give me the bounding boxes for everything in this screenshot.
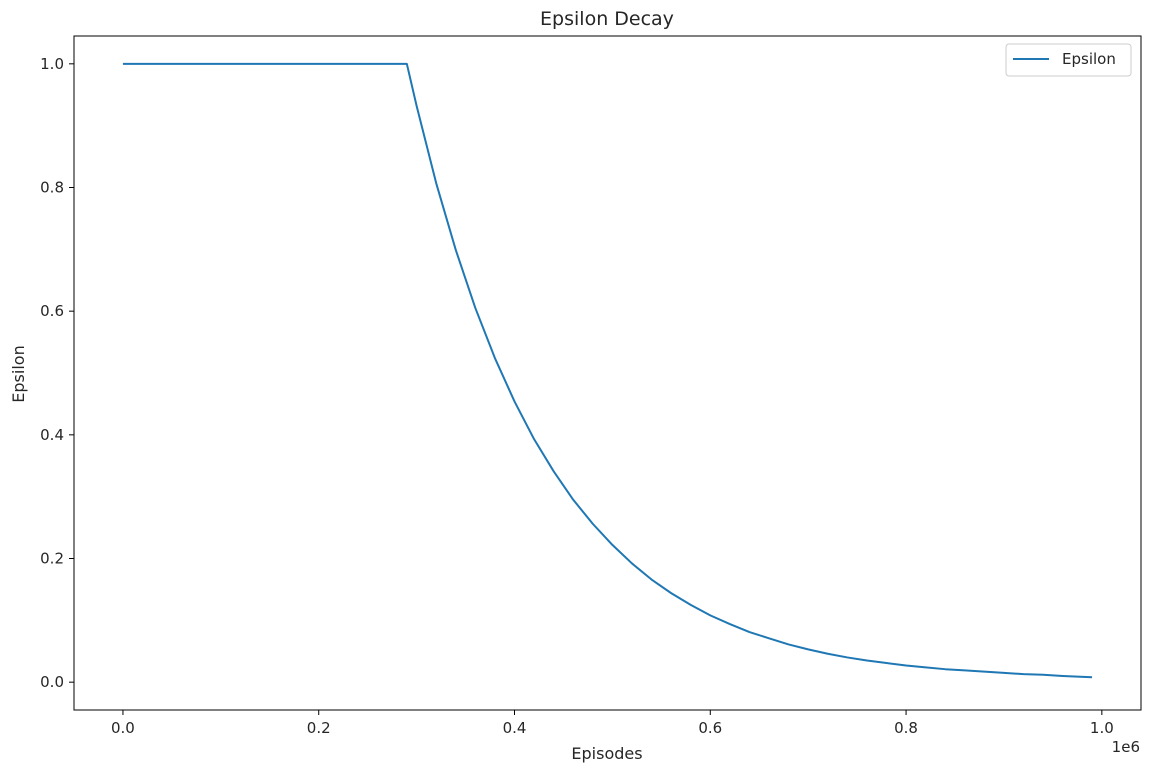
- series-layer: [122, 62, 1093, 679]
- y-tick-label: 0.4: [40, 426, 64, 444]
- y-tick-label: 1.0: [40, 55, 64, 73]
- x-axis-label: Episodes: [571, 744, 642, 763]
- x-tick-label: 1.0: [1090, 719, 1114, 737]
- legend-box: [1005, 43, 1132, 77]
- x-axis-offset-text: 1e6: [1112, 738, 1140, 756]
- x-tick-label: 0.0: [111, 719, 135, 737]
- x-tick-label: 0.8: [894, 719, 918, 737]
- y-tick-label: 0.8: [40, 178, 64, 196]
- legend-label: Epsilon: [1062, 50, 1116, 68]
- y-tick-label: 0.2: [40, 550, 64, 568]
- legend: Epsilon: [1005, 43, 1132, 77]
- y-tick-label: 0.6: [40, 302, 64, 320]
- series-line-0: [122, 62, 1093, 679]
- x-tick-label: 0.4: [503, 719, 527, 737]
- y-axis-label: Epsilon: [9, 345, 28, 402]
- x-tick-label: 0.2: [307, 719, 331, 737]
- plot-frame: [73, 35, 1142, 711]
- y-tick-label: 0.0: [40, 673, 64, 691]
- x-tick-label: 0.6: [698, 719, 722, 737]
- y-axis-ticks: 0.0 0.2 0.4 0.6 0.8 1.0: [40, 55, 74, 691]
- x-axis-ticks: 0.0 0.2 0.4 0.6 0.8 1.0: [111, 710, 1114, 737]
- plot-area: 0.0 0.2 0.4 0.6 0.8 1.0 0.0 0.2 0.4 0.6 0.8 1.0: [40, 35, 1142, 737]
- chart-title: Epsilon Decay: [540, 8, 674, 30]
